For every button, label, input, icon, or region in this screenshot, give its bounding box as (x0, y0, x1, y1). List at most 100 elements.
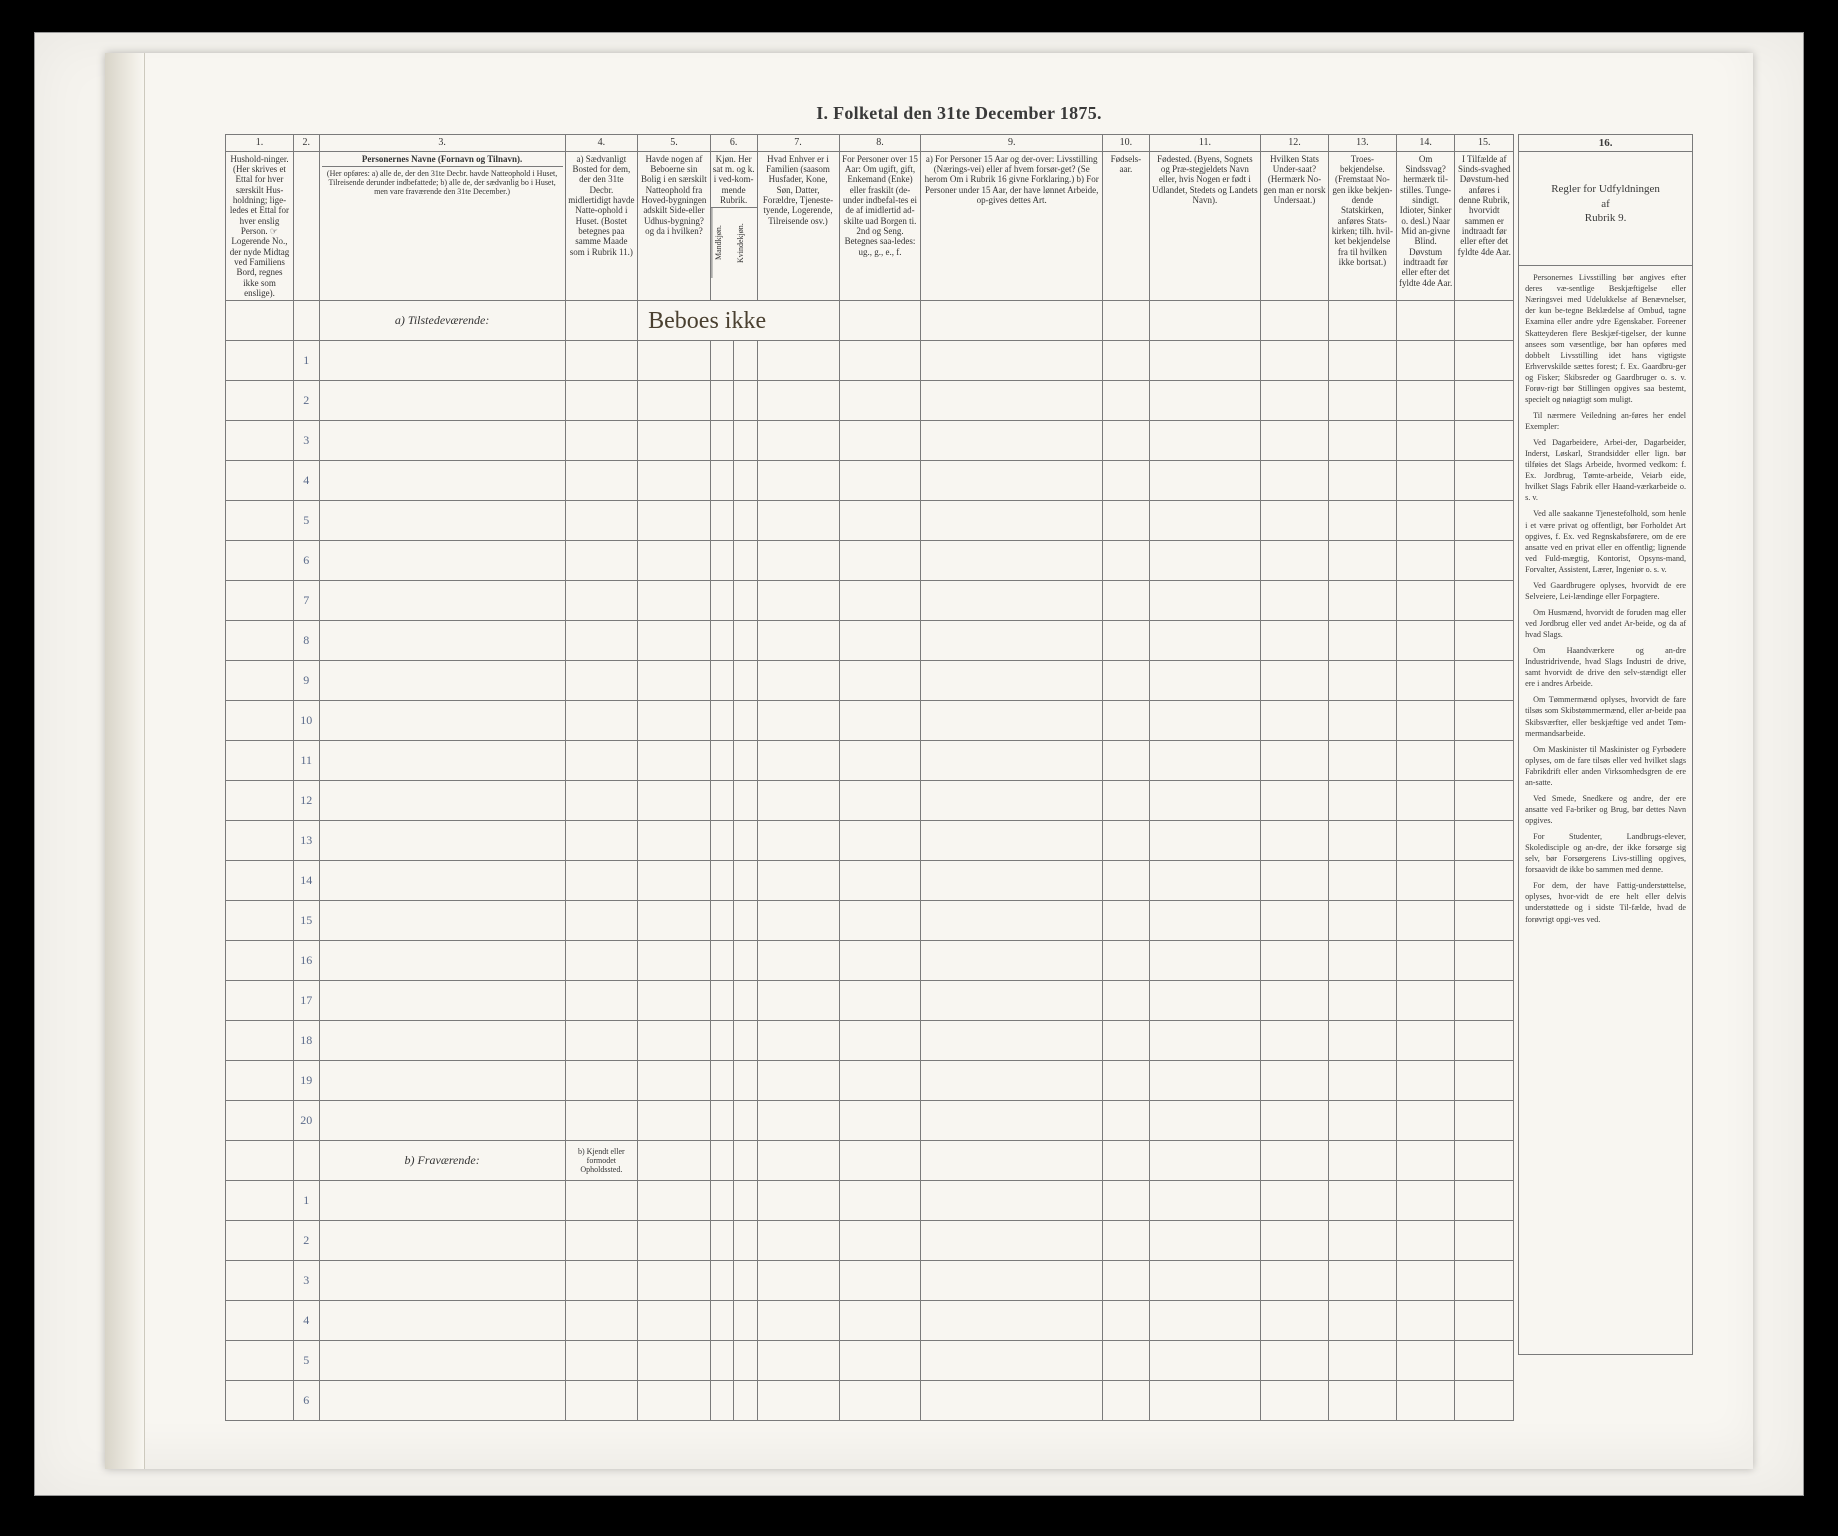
cell (1102, 1141, 1149, 1181)
cell (921, 941, 1102, 981)
rules-para: For dem, der have Fattig-understøttelse,… (1525, 880, 1686, 924)
cell (1455, 1181, 1514, 1221)
cell (1149, 301, 1260, 341)
colnum-4: 4. (565, 135, 638, 152)
cell (1328, 421, 1396, 461)
cell (1261, 781, 1329, 821)
cell (757, 1101, 839, 1141)
cell (565, 621, 638, 661)
cell (1149, 421, 1260, 461)
outer-frame: I. Folketal den 31te December 1875. 1. 2 (34, 32, 1804, 1496)
cell (757, 1181, 839, 1221)
cell (1328, 861, 1396, 901)
cell (319, 621, 565, 661)
cell (921, 901, 1102, 941)
rownum: 8 (293, 621, 319, 661)
cell (1261, 341, 1329, 381)
cell (921, 1141, 1102, 1181)
cell (734, 381, 757, 421)
cell (319, 1221, 565, 1261)
section-b-row: b) Fraværende:b) Kjendt eller formodet O… (226, 1141, 1514, 1181)
cell (839, 301, 921, 341)
cell (226, 901, 294, 941)
cell (921, 1341, 1102, 1381)
table-row: 6 (226, 541, 1514, 581)
cell (1396, 381, 1455, 421)
cell (319, 861, 565, 901)
colnum-8: 8. (839, 135, 921, 152)
cell (638, 1061, 711, 1101)
cell (638, 701, 711, 741)
cell (839, 1221, 921, 1261)
cell (1102, 1221, 1149, 1261)
table-row: 18 (226, 1021, 1514, 1061)
cell (1102, 861, 1149, 901)
cell (1328, 301, 1396, 341)
table-row: 16 (226, 941, 1514, 981)
cell (319, 1021, 565, 1061)
rownum: 4 (293, 1301, 319, 1341)
cell (710, 781, 733, 821)
h12: Hvilken Stats Under-saat? (Hermærk No-ge… (1261, 151, 1329, 301)
cell (710, 581, 733, 621)
cell (839, 1261, 921, 1301)
cell (319, 541, 565, 581)
cell (1149, 1341, 1260, 1381)
table-row: 17 (226, 981, 1514, 1021)
cell (319, 821, 565, 861)
cell (710, 421, 733, 461)
cell (319, 941, 565, 981)
cell (757, 1061, 839, 1101)
rownum: 19 (293, 1061, 319, 1101)
cell (1455, 1221, 1514, 1261)
cell (319, 1101, 565, 1141)
cell (710, 1141, 733, 1181)
cell (839, 461, 921, 501)
table-row: 1 (226, 341, 1514, 381)
rownum: 4 (293, 461, 319, 501)
cell (921, 821, 1102, 861)
colnum-1: 1. (226, 135, 294, 152)
cell (565, 1301, 638, 1341)
cell (1261, 1101, 1329, 1141)
cell (710, 861, 733, 901)
cell (638, 621, 711, 661)
cell (1396, 821, 1455, 861)
cell (226, 461, 294, 501)
cell (1396, 501, 1455, 541)
cell (226, 981, 294, 1021)
cell (565, 1061, 638, 1101)
cell (1149, 1181, 1260, 1221)
cell (1261, 1141, 1329, 1181)
cell (565, 1261, 638, 1301)
cell (638, 661, 711, 701)
cell (1149, 341, 1260, 381)
cell (710, 1381, 733, 1421)
rownum: 20 (293, 1101, 319, 1141)
h3: Personernes Navne (Fornavn og Tilnavn). … (319, 151, 565, 301)
rownum: 11 (293, 741, 319, 781)
rules-column: 16. Regler for Udfyldningen af Rubrik 9.… (1518, 134, 1693, 1421)
cell (710, 341, 733, 381)
rules-para: Personernes Livsstilling bør angives eft… (1525, 272, 1686, 405)
cell (638, 741, 711, 781)
cell (1328, 1341, 1396, 1381)
colnum-7: 7. (757, 135, 839, 152)
cell (710, 381, 733, 421)
cell (638, 461, 711, 501)
cell (1261, 581, 1329, 621)
section-a-row: a) Tilstedeværende:Beboes ikke (226, 301, 1514, 341)
cell (921, 1261, 1102, 1301)
cell (1455, 741, 1514, 781)
cell (839, 541, 921, 581)
cell (757, 1381, 839, 1421)
cell (319, 341, 565, 381)
cell (293, 1141, 319, 1181)
cell (1261, 421, 1329, 461)
cell (565, 901, 638, 941)
cell (839, 1061, 921, 1101)
cell (734, 1141, 757, 1181)
table-row: 7 (226, 581, 1514, 621)
cell (734, 621, 757, 661)
cell (1455, 981, 1514, 1021)
